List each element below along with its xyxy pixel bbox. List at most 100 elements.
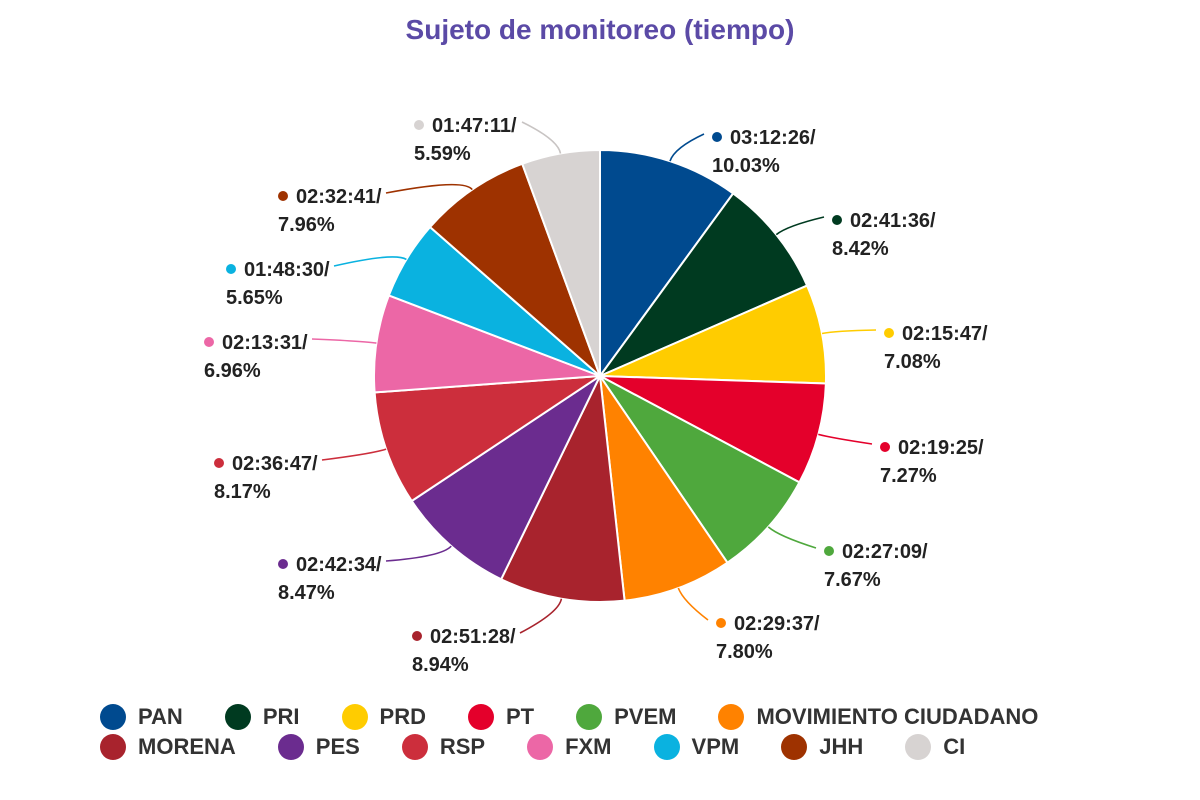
pie-labels: 03:12:26/10.03% 02:41:36/8.42% 02:15:47/7.…: [204, 115, 988, 676]
legend-item-movimiento-ciudadano: MOVIMIENTO CIUDADANO: [718, 704, 1038, 730]
label-marker: [278, 559, 288, 569]
data-label-time: 03:12:26/: [730, 127, 816, 149]
data-label-time: 02:27:09/: [842, 541, 928, 563]
legend-swatch: [277, 734, 304, 760]
legend-item-morena: MORENA: [100, 734, 236, 760]
pie-slice-ci: [520, 148, 601, 377]
legend: PAN PRI PRD PT PVEM MOVIMIENTO CIUDADANO MORE…: [100, 702, 1160, 762]
label-marker: [884, 328, 894, 338]
legend-row: MORENA PES RSP FXM VPM JHH CI: [100, 732, 1160, 762]
pie-slice-pan: [599, 148, 735, 380]
legend-label: VPM: [691, 734, 740, 759]
legend-item-vpm: VPM: [653, 734, 740, 760]
legend-swatch: [527, 734, 554, 760]
legend-swatch: [905, 734, 932, 760]
data-label-percent: 6.96%: [204, 360, 261, 382]
legend-label: CI: [943, 734, 966, 759]
data-label-time: 02:13:31/: [222, 332, 308, 354]
data-label-time: 02:32:41/: [296, 186, 382, 208]
data-label-percent: 7.96%: [278, 214, 335, 236]
pie-slice-pvem: [599, 375, 801, 565]
label-marker: [832, 215, 842, 225]
pie-chart: 03:12:26/10.03% 02:41:36/8.42% 02:15:47/7.…: [204, 115, 988, 676]
data-label-percent: 5.65%: [226, 287, 283, 309]
label-marker: [226, 264, 236, 274]
data-label-percent: 8.17%: [214, 481, 271, 503]
pie-slice-movimiento-ciudadano: [599, 375, 729, 602]
legend-swatch: [100, 704, 126, 730]
legend-item-jhh: JHH: [781, 734, 863, 760]
legend-swatch: [653, 734, 680, 760]
legend-label: PT: [505, 704, 535, 729]
data-label-time: 02:19:25/: [898, 437, 984, 459]
label-marker: [414, 120, 424, 130]
pie-slice-jhh: [428, 162, 601, 377]
legend-label: MOVIMIENTO CIUDADANO: [756, 704, 1039, 729]
legend-item-fxm: FXM: [527, 734, 612, 760]
leader-line: [311, 338, 377, 344]
pie-slice-morena: [499, 372, 626, 603]
legend-label: PRD: [379, 704, 426, 729]
legend-item-pvem: PVEM: [576, 704, 676, 730]
data-label-time: 01:48:30/: [244, 259, 330, 281]
pie-slices: [373, 148, 827, 603]
legend-swatch: [401, 734, 428, 760]
data-label-time: 02:36:47/: [232, 453, 318, 475]
data-label-percent: 8.42%: [832, 238, 889, 260]
pie-slice-pt: [599, 375, 827, 484]
legend-swatch: [100, 734, 126, 760]
data-label-percent: 8.47%: [278, 582, 335, 604]
chart-title: Sujeto de monitoreo (tiempo): [405, 14, 795, 45]
legend-swatch: [224, 704, 251, 730]
leader-line: [677, 587, 709, 621]
leader-line: [521, 121, 562, 154]
legend-label: PVEM: [614, 704, 677, 729]
legend-label: PAN: [138, 704, 183, 729]
leader-line: [818, 433, 873, 445]
legend-item-pes: PES: [277, 734, 360, 760]
legend-item-pan: PAN: [100, 704, 183, 730]
leader-line: [321, 448, 387, 461]
label-marker: [880, 442, 890, 452]
legend-label: RSP: [439, 734, 486, 759]
legend-label: PES: [315, 734, 360, 759]
data-label-percent: 10.03%: [712, 155, 780, 177]
legend-swatch: [718, 704, 745, 730]
legend-swatch: [467, 704, 494, 730]
label-marker: [716, 618, 726, 628]
legend-item-prd: PRD: [341, 704, 426, 730]
legend-item-pri: PRI: [224, 704, 300, 730]
data-label-time: 02:29:37/: [734, 613, 820, 635]
legend-item-rsp: RSP: [401, 734, 486, 760]
label-marker: [278, 191, 288, 201]
legend-label: MORENA: [138, 734, 236, 759]
data-label-time: 02:15:47/: [902, 323, 988, 345]
data-label-percent: 7.80%: [716, 641, 773, 663]
data-label-percent: 7.27%: [880, 465, 937, 487]
label-marker: [412, 631, 422, 641]
leader-line: [775, 216, 825, 236]
legend-swatch: [576, 704, 603, 730]
leader-line: [767, 526, 817, 549]
data-label-time: 02:51:28/: [430, 626, 516, 648]
legend-label: JHH: [819, 734, 864, 759]
label-marker: [824, 546, 834, 556]
data-label-time: 01:47:11/: [432, 115, 517, 137]
data-label-time: 02:41:36/: [850, 210, 936, 232]
leader-line: [385, 545, 452, 562]
leader-line: [385, 183, 473, 194]
data-label-time: 02:42:34/: [296, 554, 382, 576]
label-marker: [712, 132, 722, 142]
legend-row: PAN PRI PRD PT PVEM MOVIMIENTO CIUDADANO: [100, 702, 1160, 732]
data-label-percent: 5.59%: [414, 143, 471, 165]
leader-line: [669, 133, 705, 162]
data-label-percent: 7.67%: [824, 569, 881, 591]
label-marker: [204, 337, 214, 347]
label-marker: [214, 458, 224, 468]
data-label-percent: 7.08%: [884, 351, 941, 373]
legend-label: FXM: [565, 734, 612, 759]
pie-slice-prd: [599, 284, 827, 385]
leader-line: [519, 598, 563, 634]
leader-line: [333, 256, 407, 267]
legend-item-pt: PT: [467, 704, 535, 730]
